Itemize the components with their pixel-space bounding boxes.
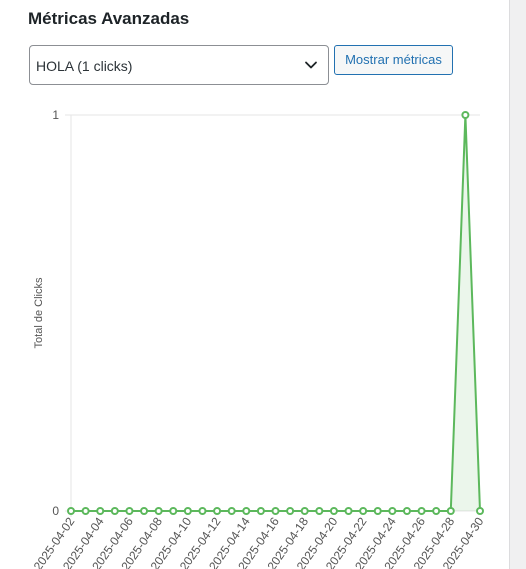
data-point <box>183 507 192 515</box>
chevron-down-icon <box>305 61 317 69</box>
data-point <box>402 507 411 515</box>
data-point <box>388 507 397 515</box>
data-point <box>169 507 178 515</box>
y-axis-title: Total de Clicks <box>33 277 45 348</box>
data-point <box>110 507 119 515</box>
data-point <box>329 507 338 515</box>
data-point <box>154 507 163 515</box>
series-line <box>71 114 481 512</box>
data-point <box>271 507 280 515</box>
metrics-widget: Métricas Avanzadas HOLA (1 clicks) Mostr… <box>0 0 510 569</box>
data-point <box>373 507 382 515</box>
series-area <box>71 115 480 511</box>
link-select[interactable]: HOLA (1 clicks) <box>29 45 329 85</box>
data-point <box>96 507 105 515</box>
data-point <box>286 507 295 515</box>
data-point <box>67 507 75 515</box>
data-point <box>140 507 149 515</box>
data-point <box>476 507 484 515</box>
data-point <box>198 507 207 515</box>
show-metrics-button[interactable]: Mostrar métricas <box>334 45 453 75</box>
data-point <box>81 507 90 515</box>
y-tick-label: 0 <box>52 504 59 518</box>
link-select-value: HOLA (1 clicks) <box>36 58 133 74</box>
data-point <box>256 507 265 515</box>
y-tick-label: 1 <box>52 108 59 122</box>
data-point <box>300 507 309 515</box>
data-point <box>242 507 251 515</box>
data-point <box>227 507 236 515</box>
widget-title: Métricas Avanzadas <box>28 9 190 28</box>
data-point <box>359 507 368 515</box>
data-point <box>417 507 426 515</box>
data-point <box>213 507 222 515</box>
data-point <box>432 507 441 515</box>
data-point <box>125 507 134 515</box>
data-point <box>461 111 470 119</box>
data-point <box>446 507 455 515</box>
data-point <box>315 507 324 515</box>
data-point <box>344 507 353 515</box>
